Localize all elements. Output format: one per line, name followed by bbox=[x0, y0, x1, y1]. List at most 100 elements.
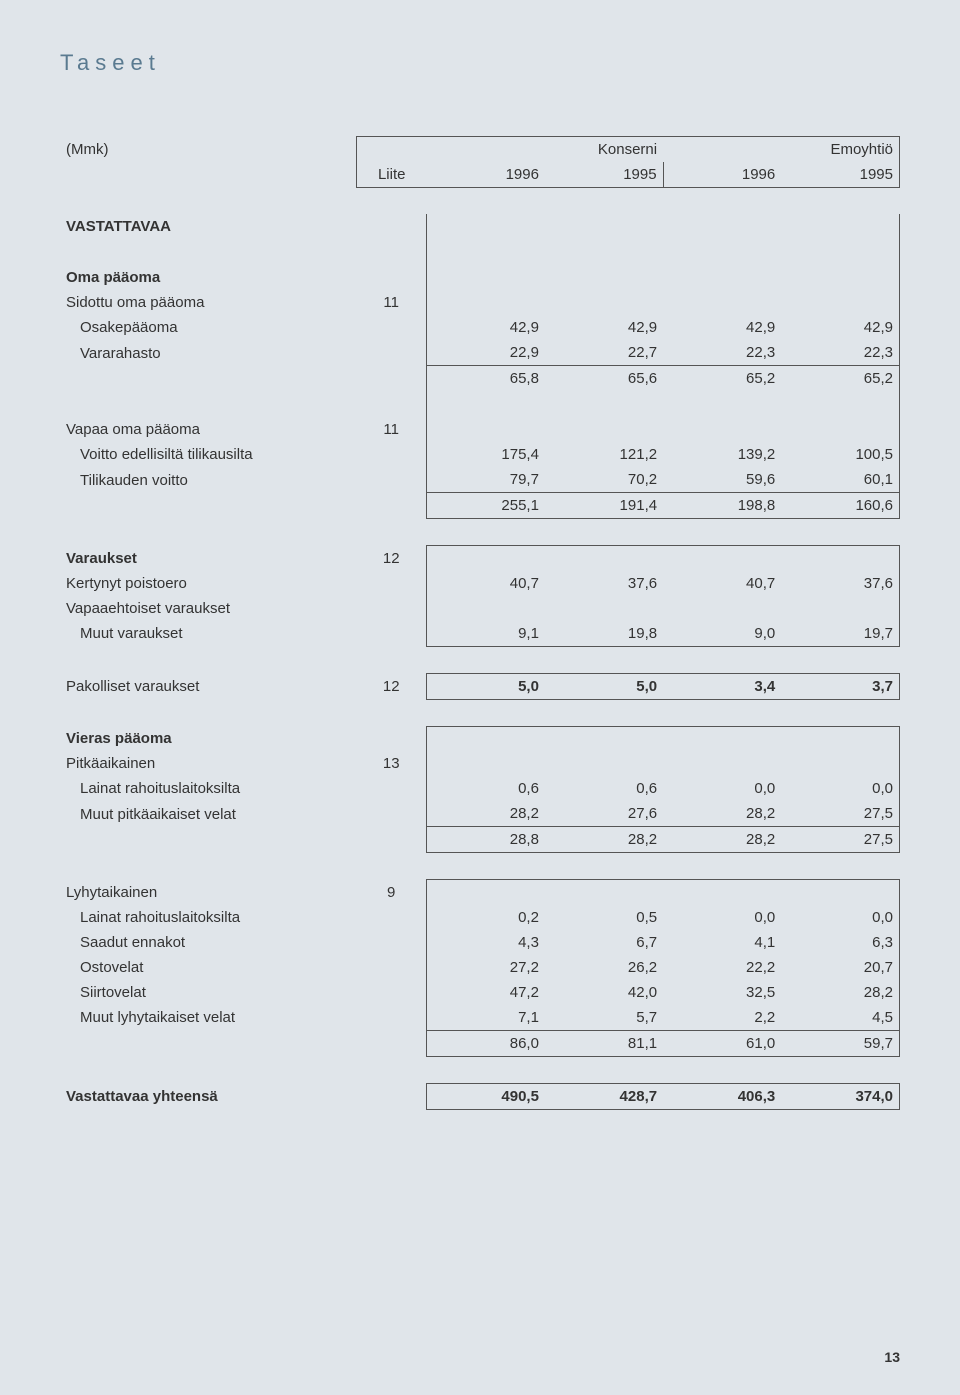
table-cell: 37,6 bbox=[781, 571, 899, 596]
table-cell: 198,8 bbox=[663, 493, 781, 519]
liite-vapaa: 11 bbox=[356, 417, 427, 442]
table-cell: 9,1 bbox=[427, 621, 545, 647]
table-cell: 70,2 bbox=[545, 467, 663, 493]
table-cell: 4,3 bbox=[427, 930, 545, 955]
table-cell: 61,0 bbox=[663, 1030, 781, 1056]
table-cell: 42,0 bbox=[545, 980, 663, 1005]
table-cell: 6,7 bbox=[545, 930, 663, 955]
label-vapaa: Vapaa oma pääoma bbox=[60, 417, 356, 442]
label-pitkaaikainen: Pitkäaikainen bbox=[60, 751, 356, 776]
table-cell: 0,6 bbox=[545, 776, 663, 801]
table-cell: 65,6 bbox=[545, 366, 663, 392]
table-cell: 28,2 bbox=[427, 801, 545, 827]
table-cell: 374,0 bbox=[781, 1083, 899, 1109]
table-cell: 255,1 bbox=[427, 493, 545, 519]
table-cell: 28,8 bbox=[427, 827, 545, 853]
label-ostovelat: Ostovelat bbox=[60, 955, 356, 980]
table-cell: 0,5 bbox=[545, 905, 663, 930]
table-cell: 42,9 bbox=[427, 315, 545, 340]
liite-pakolliset: 12 bbox=[356, 673, 427, 699]
table-cell: 81,1 bbox=[545, 1030, 663, 1056]
label-pakolliset: Pakolliset varaukset bbox=[60, 673, 356, 699]
label-muut-l: Muut lyhytaikaiset velat bbox=[60, 1005, 356, 1031]
table-cell: 0,0 bbox=[663, 776, 781, 801]
table-cell: 490,5 bbox=[427, 1083, 545, 1109]
liite-lyhyt: 9 bbox=[356, 880, 427, 905]
table-cell: 22,7 bbox=[545, 340, 663, 366]
label-muut-varaukset: Muut varaukset bbox=[60, 621, 356, 647]
label-voitto-ed: Voitto edellisiltä tilikausilta bbox=[60, 442, 356, 467]
table-cell: 191,4 bbox=[545, 493, 663, 519]
table-cell: 22,9 bbox=[427, 340, 545, 366]
table-cell: 37,6 bbox=[545, 571, 663, 596]
table-cell: 0,0 bbox=[781, 905, 899, 930]
table-cell: 428,7 bbox=[545, 1083, 663, 1109]
table-cell: 0,2 bbox=[427, 905, 545, 930]
table-cell: 32,5 bbox=[663, 980, 781, 1005]
table-cell: 65,8 bbox=[427, 366, 545, 392]
table-cell: 6,3 bbox=[781, 930, 899, 955]
table-cell: 47,2 bbox=[427, 980, 545, 1005]
header-liite: Liite bbox=[356, 162, 427, 188]
table-cell: 59,7 bbox=[781, 1030, 899, 1056]
table-cell: 0,0 bbox=[663, 905, 781, 930]
label-lainat-l: Lainat rahoituslaitoksilta bbox=[60, 905, 356, 930]
table-cell: 22,2 bbox=[663, 955, 781, 980]
table-cell: 175,4 bbox=[427, 442, 545, 467]
header-y1: 1996 bbox=[427, 162, 545, 188]
table-cell: 42,9 bbox=[545, 315, 663, 340]
table-cell: 5,7 bbox=[545, 1005, 663, 1031]
table-cell: 79,7 bbox=[427, 467, 545, 493]
table-cell: 28,2 bbox=[781, 980, 899, 1005]
table-cell: 3,7 bbox=[781, 673, 899, 699]
table-cell: 26,2 bbox=[545, 955, 663, 980]
table-cell: 121,2 bbox=[545, 442, 663, 467]
table-cell: 27,5 bbox=[781, 827, 899, 853]
table-cell: 42,9 bbox=[663, 315, 781, 340]
header-unit: (Mmk) bbox=[60, 137, 356, 163]
table-cell: 19,7 bbox=[781, 621, 899, 647]
header-emoyhtio: Emoyhtiö bbox=[663, 137, 899, 163]
table-cell: 3,4 bbox=[663, 673, 781, 699]
liite-pitka: 13 bbox=[356, 751, 427, 776]
table-cell: 4,5 bbox=[781, 1005, 899, 1031]
page-number: 13 bbox=[884, 1349, 900, 1365]
label-ennakot: Saadut ennakot bbox=[60, 930, 356, 955]
table-cell: 160,6 bbox=[781, 493, 899, 519]
table-cell: 65,2 bbox=[781, 366, 899, 392]
table-cell: 100,5 bbox=[781, 442, 899, 467]
table-cell: 40,7 bbox=[663, 571, 781, 596]
heading-varaukset: Varaukset bbox=[60, 546, 356, 571]
table-cell: 19,8 bbox=[545, 621, 663, 647]
label-voitto-tk: Tilikauden voitto bbox=[60, 467, 356, 493]
table-cell: 0,0 bbox=[781, 776, 899, 801]
label-sidottu: Sidottu oma pääoma bbox=[60, 290, 356, 315]
table-cell: 5,0 bbox=[545, 673, 663, 699]
table-cell: 2,2 bbox=[663, 1005, 781, 1031]
table-cell: 59,6 bbox=[663, 467, 781, 493]
header-y4: 1995 bbox=[781, 162, 899, 188]
label-lainat-p: Lainat rahoituslaitoksilta bbox=[60, 776, 356, 801]
liite-sidottu: 11 bbox=[356, 290, 427, 315]
table-cell: 139,2 bbox=[663, 442, 781, 467]
table-cell: 20,7 bbox=[781, 955, 899, 980]
balance-sheet-table: (Mmk) Konserni Emoyhtiö Liite 1996 1995 … bbox=[60, 136, 900, 1110]
label-muut-p: Muut pitkäaikaiset velat bbox=[60, 801, 356, 827]
table-cell: 5,0 bbox=[427, 673, 545, 699]
table-cell: 27,6 bbox=[545, 801, 663, 827]
heading-vieras: Vieras pääoma bbox=[60, 726, 356, 751]
table-cell: 65,2 bbox=[663, 366, 781, 392]
table-cell: 22,3 bbox=[781, 340, 899, 366]
table-cell: 7,1 bbox=[427, 1005, 545, 1031]
table-cell: 9,0 bbox=[663, 621, 781, 647]
table-cell: 28,2 bbox=[663, 827, 781, 853]
section-vastattavaa: VASTATTAVAA bbox=[60, 214, 356, 239]
table-cell: 0,6 bbox=[427, 776, 545, 801]
table-cell: 4,1 bbox=[663, 930, 781, 955]
table-cell: 27,2 bbox=[427, 955, 545, 980]
label-osakepaaoma: Osakepääoma bbox=[60, 315, 356, 340]
table-cell: 22,3 bbox=[663, 340, 781, 366]
table-cell: 42,9 bbox=[781, 315, 899, 340]
table-cell: 40,7 bbox=[427, 571, 545, 596]
table-cell: 86,0 bbox=[427, 1030, 545, 1056]
